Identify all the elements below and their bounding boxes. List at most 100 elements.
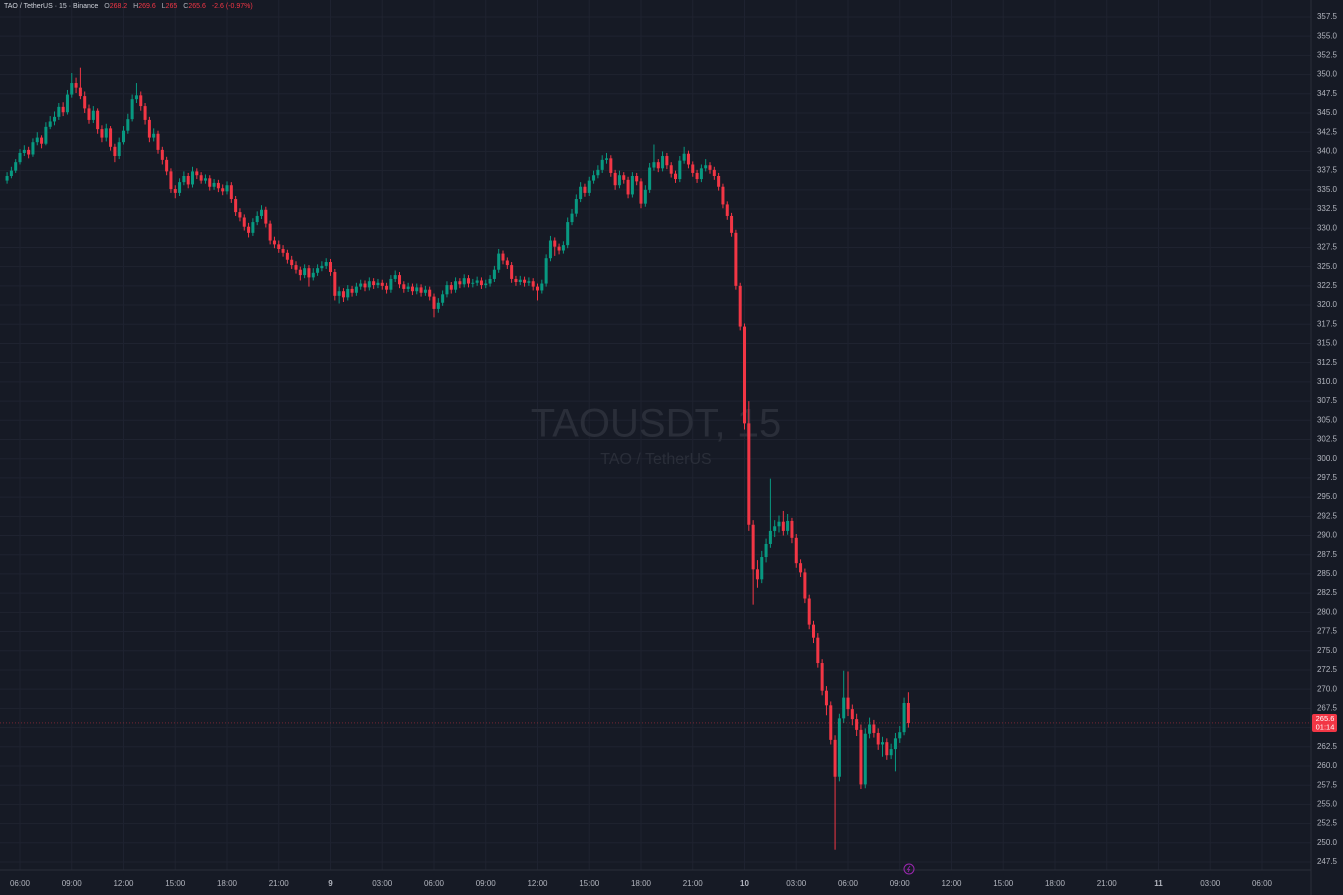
- candle-body: [393, 275, 397, 279]
- x-tick-label: 9: [328, 879, 333, 888]
- candle-body: [9, 170, 13, 176]
- candle-body: [803, 572, 807, 599]
- candle-body: [122, 130, 126, 143]
- candle-body: [786, 520, 790, 531]
- y-tick-label: 340.0: [1317, 147, 1338, 156]
- y-tick-label: 290.0: [1317, 531, 1338, 540]
- x-tick-label: 03:00: [786, 879, 807, 888]
- candle-body: [281, 248, 285, 253]
- candle-body: [285, 252, 289, 260]
- y-tick-label: 270.0: [1317, 684, 1338, 693]
- candle-body: [691, 164, 695, 173]
- candle-body: [686, 153, 690, 165]
- candle-body: [247, 226, 251, 233]
- x-tick-label: 15:00: [993, 879, 1014, 888]
- candle-body: [96, 110, 100, 130]
- candle-body: [605, 158, 609, 160]
- y-tick-label: 317.5: [1317, 319, 1338, 328]
- candle-body: [816, 637, 820, 664]
- candle-body: [139, 95, 143, 107]
- candle-body: [22, 149, 26, 153]
- candle-body: [824, 690, 828, 706]
- countdown-label: 01:14: [1316, 722, 1335, 731]
- candle-body: [152, 133, 156, 138]
- candle-body: [639, 181, 643, 204]
- axes: 357.5 355.0 352.5 350.0 347.5 345.0 342.5 340.0…: [0, 12, 1338, 888]
- candle-body: [570, 213, 574, 223]
- x-tick-label: 15:00: [579, 879, 600, 888]
- candle-body: [881, 742, 885, 745]
- candle-body: [889, 749, 893, 756]
- candle-body: [428, 289, 432, 297]
- y-tick-label: 352.5: [1317, 50, 1338, 59]
- candle-body: [721, 186, 725, 205]
- y-tick-label: 357.5: [1317, 12, 1338, 21]
- y-tick-label: 327.5: [1317, 243, 1338, 252]
- y-tick-label: 342.5: [1317, 127, 1338, 136]
- candle-body: [643, 189, 647, 204]
- x-tick-label: 06:00: [838, 879, 859, 888]
- candle-body: [682, 153, 686, 161]
- candle-body: [130, 99, 134, 120]
- x-tick-label: 21:00: [683, 879, 704, 888]
- value-high: 269.6: [138, 3, 156, 10]
- candle-body: [134, 95, 138, 100]
- candle-body: [777, 521, 781, 527]
- candle-body: [410, 286, 414, 292]
- y-tick-label: 257.5: [1317, 780, 1338, 789]
- candle-body: [652, 162, 656, 168]
- y-tick-label: 280.0: [1317, 607, 1338, 616]
- x-tick-label: 12:00: [113, 879, 134, 888]
- y-tick-label: 307.5: [1317, 396, 1338, 405]
- candle-body: [346, 288, 350, 298]
- candle-body: [225, 185, 229, 192]
- x-tick-label: 12:00: [527, 879, 548, 888]
- candle-body: [156, 133, 160, 150]
- candle-body: [730, 215, 734, 233]
- candle-body: [479, 280, 483, 286]
- candle-body: [307, 268, 311, 278]
- candle-body: [592, 175, 596, 181]
- candle-body: [117, 142, 121, 157]
- legend-header: TAO / TetherUS · 15 · Binance O268.2 H26…: [4, 3, 253, 10]
- candle-body: [622, 175, 626, 180]
- candle-body: [91, 110, 95, 120]
- candle-body: [699, 168, 703, 180]
- candle-body: [868, 724, 872, 734]
- candle-body: [893, 738, 897, 750]
- candle-body: [876, 732, 880, 745]
- x-tick-label: 03:00: [1200, 879, 1221, 888]
- candle-body: [316, 268, 320, 273]
- candle-body: [449, 285, 453, 290]
- event-icon[interactable]: [903, 863, 915, 875]
- y-tick-label: 255.0: [1317, 800, 1338, 809]
- candle-body: [221, 188, 225, 192]
- candle-body: [160, 149, 164, 160]
- candle-body: [820, 663, 824, 691]
- candle-body: [846, 697, 850, 710]
- y-tick-label: 285.0: [1317, 569, 1338, 578]
- candle-body: [734, 232, 738, 286]
- candle-body: [587, 180, 591, 193]
- candle-body: [290, 259, 294, 266]
- y-tick-label: 262.5: [1317, 742, 1338, 751]
- candle-body: [165, 159, 169, 172]
- candle-body: [87, 108, 91, 120]
- candle-body: [35, 137, 39, 143]
- last-price-label: 265.6: [1316, 714, 1335, 723]
- candle-body: [764, 543, 768, 558]
- candle-body: [169, 171, 173, 190]
- candle-body: [341, 291, 345, 298]
- candle-body: [531, 281, 535, 287]
- y-tick-label: 332.5: [1317, 204, 1338, 213]
- candle-body: [419, 287, 423, 293]
- candle-body: [389, 278, 393, 290]
- candle-body: [320, 265, 324, 269]
- candle-body: [48, 121, 52, 127]
- candle-body: [475, 280, 479, 283]
- y-tick-label: 310.0: [1317, 377, 1338, 386]
- x-tick-label: 03:00: [372, 879, 393, 888]
- candle-body: [872, 724, 876, 733]
- x-tick-label: 10: [740, 879, 749, 888]
